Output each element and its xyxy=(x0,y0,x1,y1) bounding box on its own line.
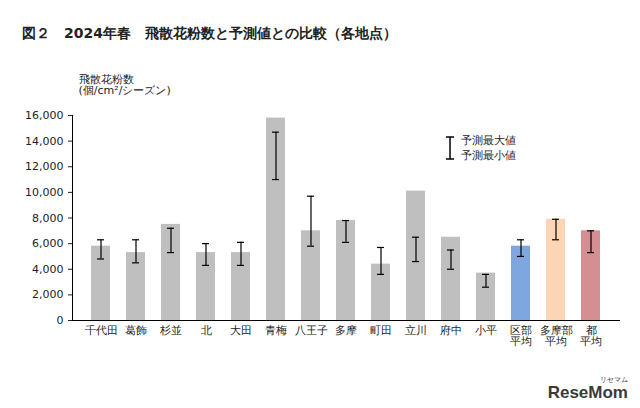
svg-text:4,000: 4,000 xyxy=(32,263,64,276)
svg-text:区部平均: 区部平均 xyxy=(510,324,532,348)
svg-text:14,000: 14,000 xyxy=(25,135,64,148)
svg-text:2,000: 2,000 xyxy=(32,288,64,301)
svg-text:10,000: 10,000 xyxy=(25,186,64,199)
svg-text:八王子: 八王子 xyxy=(295,324,328,337)
svg-text:杉並: 杉並 xyxy=(159,324,182,337)
html-text:ReseMom: ReseMom xyxy=(547,383,628,402)
html-text:リセマム: リセマム xyxy=(600,376,628,383)
svg-text:小平: 小平 xyxy=(475,324,497,337)
svg-text:立川: 立川 xyxy=(405,324,427,337)
html-text:予測最小値: 予測最小値 xyxy=(461,149,516,162)
svg-text:8,000: 8,000 xyxy=(32,212,64,225)
svg-text:12,000: 12,000 xyxy=(25,160,64,173)
html-text:予測最大値: 予測最大値 xyxy=(461,134,516,147)
svg-text:多摩: 多摩 xyxy=(335,324,357,337)
svg-text:多摩部平均: 多摩部平均 xyxy=(540,324,573,348)
svg-text:飛散花粉数(個/cm²/シーズン): 飛散花粉数(個/cm²/シーズン) xyxy=(79,73,171,97)
html-text:図２ 2024年春 飛散花粉数と予測値との比較（各地点）: 図２ 2024年春 飛散花粉数と予測値との比較（各地点） xyxy=(22,25,397,41)
svg-text:北: 北 xyxy=(201,324,212,337)
svg-text:大田: 大田 xyxy=(230,324,252,337)
svg-text:町田: 町田 xyxy=(370,324,392,337)
svg-text:青梅: 青梅 xyxy=(265,324,287,337)
svg-text:0: 0 xyxy=(57,314,64,327)
svg-text:都平均: 都平均 xyxy=(580,324,602,348)
svg-text:16,000: 16,000 xyxy=(25,109,64,122)
svg-text:千代田: 千代田 xyxy=(85,324,118,337)
svg-text:葛飾: 葛飾 xyxy=(125,324,147,337)
svg-text:6,000: 6,000 xyxy=(32,237,64,250)
svg-text:府中: 府中 xyxy=(440,324,462,337)
